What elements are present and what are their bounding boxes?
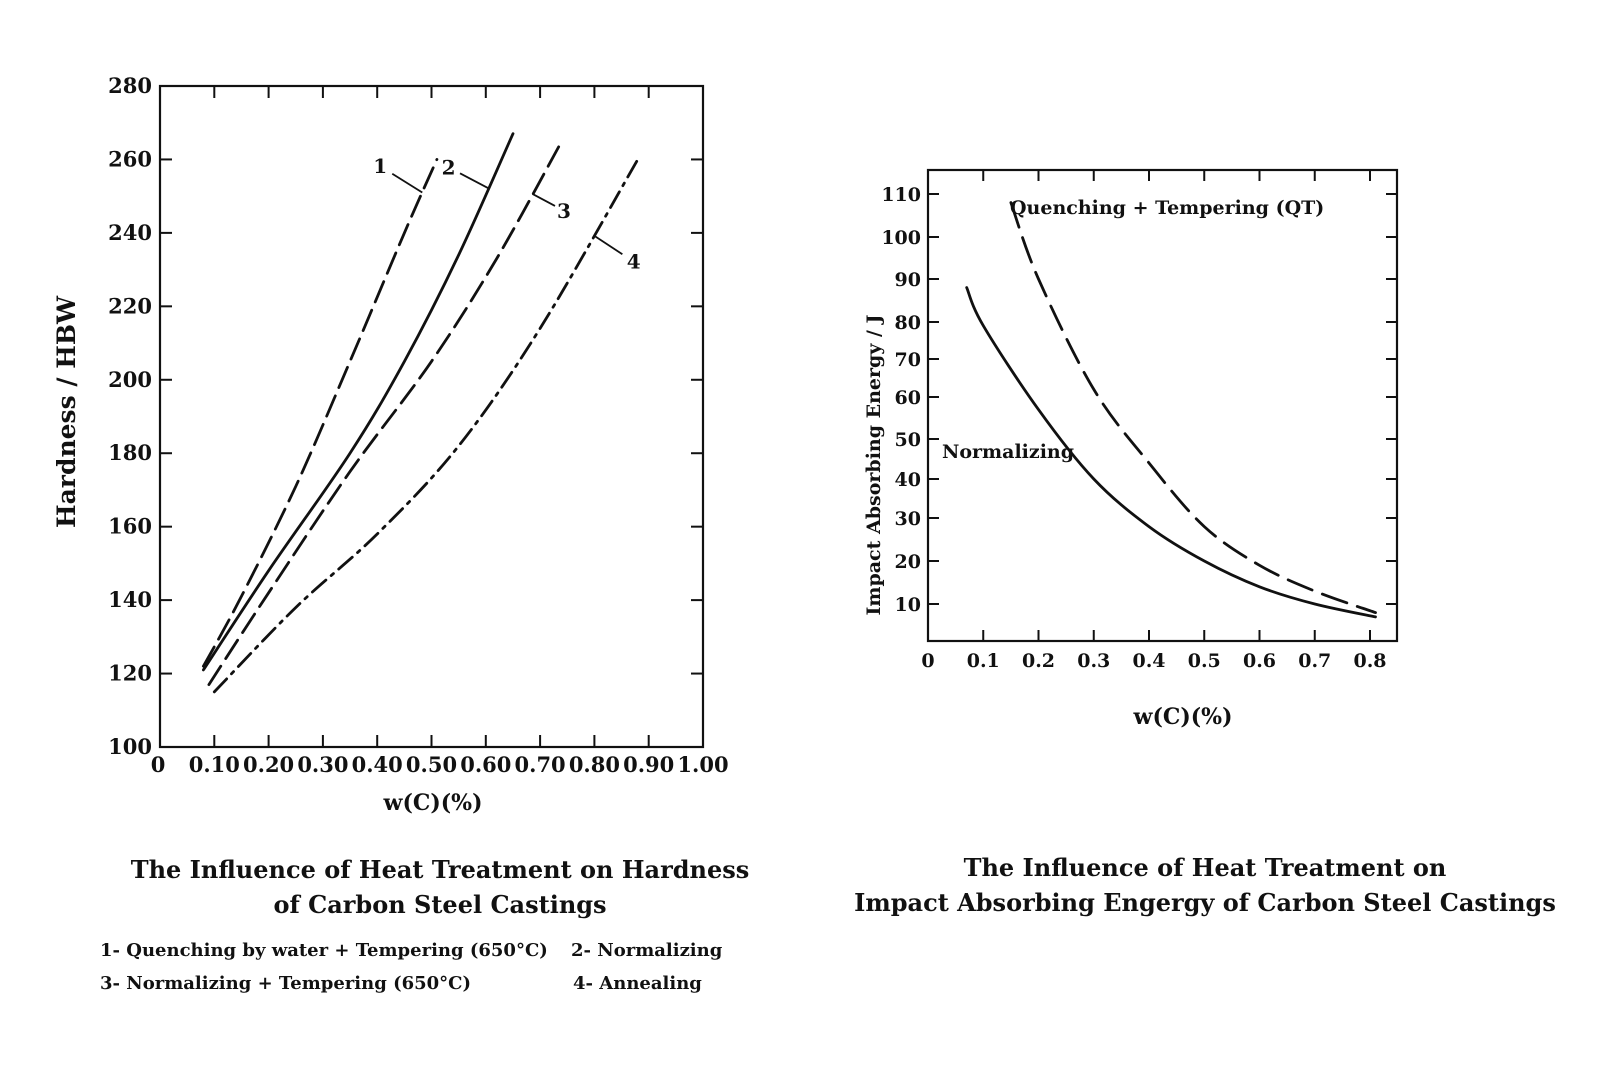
legend-item-2: 2- Normalizing xyxy=(571,940,723,961)
y-tick-label: 240 xyxy=(108,220,152,245)
curve-label-leader xyxy=(593,234,623,255)
normalizing-series-line xyxy=(965,286,1377,619)
hardness-series-2-line xyxy=(202,132,515,672)
x-tick-label: 0.20 xyxy=(243,752,294,777)
y-tick-label: 70 xyxy=(895,349,921,371)
impact-caption: The Influence of Heat Treatment on Impac… xyxy=(820,850,1590,920)
curve-label-leader xyxy=(391,172,423,194)
y-tick-label: 110 xyxy=(881,184,921,206)
impact-plot-frame xyxy=(926,168,1399,643)
y-tick-label: 100 xyxy=(881,227,921,249)
curve-label-1: 1 xyxy=(373,154,387,178)
x-tick-label: 0 xyxy=(151,752,166,777)
x-tick-label: 0.90 xyxy=(623,752,674,777)
hardness-series-4-line xyxy=(212,158,640,694)
legend-item-4: 4- Annealing xyxy=(573,973,702,994)
hardness-caption-line-1: The Influence of Heat Treatment on Hardn… xyxy=(130,855,750,884)
legend-item-1: 1- Quenching by water + Tempering (650°C… xyxy=(100,940,548,961)
qt-curve-label: Quenching + Tempering (QT) xyxy=(1010,197,1324,219)
hardness-x-axis-title: w(C)(%) xyxy=(383,790,483,816)
x-tick-label: 0.2 xyxy=(1022,650,1055,672)
curve-label-2: 2 xyxy=(442,155,456,179)
x-tick-label: 0.1 xyxy=(967,650,1000,672)
x-tick-label: 0 xyxy=(921,650,934,672)
curve-label-3: 3 xyxy=(557,199,571,223)
impact-energy-chart: 10 20 30 40 50 60 70 80 90 100 110 0 0.1 0.2 0.3 0.4 0.5… xyxy=(863,168,1399,730)
y-tick-label: 10 xyxy=(895,594,921,616)
impact-curves xyxy=(965,201,1377,619)
y-tick-label: 140 xyxy=(108,587,152,612)
curve-label-leader xyxy=(459,172,489,190)
y-tick-label: 260 xyxy=(108,146,152,171)
hardness-curves xyxy=(202,132,640,694)
y-tick-label: 60 xyxy=(895,387,921,409)
y-tick-label: 40 xyxy=(895,469,921,491)
impact-ticks: 10 20 30 40 50 60 70 80 90 100 110 0 0.1 0.2 0.3 0.4 0.5… xyxy=(881,170,1397,672)
y-tick-label: 100 xyxy=(108,734,152,759)
hardness-curve-labels: 1 2 3 4 xyxy=(373,154,640,273)
impact-curve-labels: Quenching + Tempering (QT) Normalizing xyxy=(942,197,1324,463)
y-tick-label: 180 xyxy=(108,440,152,465)
hardness-caption: The Influence of Heat Treatment on Hardn… xyxy=(60,852,820,922)
y-tick-label: 120 xyxy=(108,661,152,686)
x-tick-label: 0.8 xyxy=(1353,650,1386,672)
normalizing-curve-label: Normalizing xyxy=(942,441,1074,463)
x-tick-label: 0.4 xyxy=(1132,650,1165,672)
y-tick-label: 160 xyxy=(108,514,152,539)
hardness-plot-frame xyxy=(158,84,705,749)
x-tick-label: 0.5 xyxy=(1188,650,1221,672)
legend-item-3: 3- Normalizing + Tempering (650°C) xyxy=(100,973,471,994)
y-tick-label: 200 xyxy=(108,367,152,392)
x-tick-label: 0.6 xyxy=(1243,650,1276,672)
impact-caption-line-1: The Influence of Heat Treatment on xyxy=(963,853,1447,882)
y-tick-label: 80 xyxy=(895,312,921,334)
x-tick-label: 0.7 xyxy=(1298,650,1331,672)
x-tick-label: 0.30 xyxy=(297,752,348,777)
x-tick-label: 0.40 xyxy=(352,752,403,777)
hardness-series-1-line xyxy=(202,158,439,668)
hardness-y-axis-title: Hardness / HBW xyxy=(52,295,81,528)
y-tick-label: 30 xyxy=(895,508,921,530)
x-tick-label: 0.60 xyxy=(460,752,511,777)
x-tick-label: 0.50 xyxy=(406,752,457,777)
y-tick-label: 280 xyxy=(108,73,152,98)
y-tick-label: 90 xyxy=(895,269,921,291)
y-tick-label: 220 xyxy=(108,293,152,318)
hardness-caption-line-2: of Carbon Steel Castings xyxy=(273,890,607,919)
y-tick-label: 20 xyxy=(895,551,921,573)
impact-caption-line-2: Impact Absorbing Engergy of Carbon Steel… xyxy=(854,888,1556,917)
impact-y-axis-title: Impact Absorbing Energy / J xyxy=(863,314,885,615)
qt-series-line xyxy=(1009,201,1377,614)
x-tick-label: 0.10 xyxy=(189,752,240,777)
x-tick-label: 0.80 xyxy=(569,752,620,777)
y-tick-label: 50 xyxy=(895,429,921,451)
x-tick-label: 0.70 xyxy=(515,752,566,777)
x-tick-label: 0.3 xyxy=(1077,650,1110,672)
x-tick-label: 1.00 xyxy=(677,752,728,777)
curve-label-leader xyxy=(532,193,556,207)
impact-x-axis-title: w(C)(%) xyxy=(1133,704,1233,730)
hardness-series-3-line xyxy=(207,139,564,686)
curve-label-4: 4 xyxy=(627,250,641,274)
